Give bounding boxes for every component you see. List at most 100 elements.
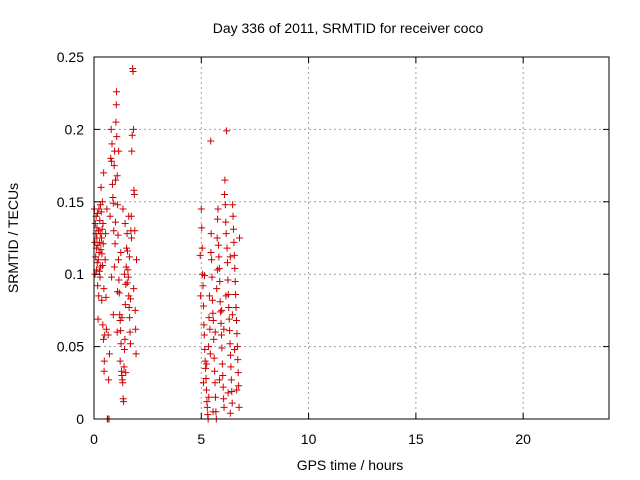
data-point xyxy=(125,253,133,261)
data-point xyxy=(103,205,111,213)
data-point xyxy=(206,350,214,358)
data-point xyxy=(111,176,119,184)
data-point xyxy=(110,227,118,235)
data-point xyxy=(112,118,120,126)
data-point xyxy=(94,282,102,290)
data-point xyxy=(132,256,140,264)
y-tick-label: 0.25 xyxy=(57,49,84,65)
data-point xyxy=(126,295,134,303)
data-point xyxy=(113,328,121,336)
data-point xyxy=(98,250,106,258)
data-point xyxy=(223,127,231,135)
data-point xyxy=(115,276,123,284)
data-point xyxy=(114,256,122,264)
data-point xyxy=(107,154,115,162)
data-point xyxy=(128,234,136,242)
data-point xyxy=(109,199,117,207)
data-point xyxy=(208,273,216,281)
data-point xyxy=(235,234,243,242)
data-point xyxy=(230,251,238,259)
data-point xyxy=(125,304,133,312)
y-tick-label: 0.1 xyxy=(65,266,85,282)
data-point xyxy=(208,256,216,264)
axis-ticks: 0 5 10 15 20 0 0.05 0.1 0.15 0.2 0.25 xyxy=(57,49,609,447)
data-point xyxy=(128,147,136,155)
data-point xyxy=(235,382,243,390)
plot-frame xyxy=(93,56,610,420)
data-point xyxy=(93,209,101,217)
data-point xyxy=(91,220,99,228)
data-point xyxy=(198,224,206,232)
data-point xyxy=(234,369,242,377)
data-point xyxy=(102,293,110,301)
data-point xyxy=(97,208,105,216)
data-point xyxy=(226,351,234,359)
data-point xyxy=(235,403,243,411)
data-point xyxy=(113,172,121,180)
data-point xyxy=(208,296,216,304)
data-point xyxy=(202,386,210,394)
data-point xyxy=(102,325,110,333)
data-point xyxy=(227,376,235,384)
data-point xyxy=(99,220,107,228)
data-point xyxy=(117,327,125,335)
data-point xyxy=(211,367,219,375)
data-point xyxy=(202,374,210,382)
data-point xyxy=(98,225,106,233)
data-point xyxy=(197,292,205,300)
data-point xyxy=(126,314,134,322)
data-point xyxy=(126,340,134,348)
data-point xyxy=(93,224,101,232)
data-point xyxy=(207,137,215,145)
data-point xyxy=(218,306,226,314)
data-point xyxy=(200,331,208,339)
data-point xyxy=(213,285,221,293)
data-point xyxy=(118,314,126,322)
data-point xyxy=(96,217,104,225)
data-point xyxy=(123,279,131,287)
data-point xyxy=(211,393,219,401)
data-point xyxy=(96,273,104,281)
data-point xyxy=(223,244,231,252)
data-point xyxy=(94,315,102,323)
data-point xyxy=(121,335,129,343)
data-point xyxy=(124,273,132,281)
data-point xyxy=(122,280,130,288)
data-point xyxy=(108,180,116,188)
data-point xyxy=(201,357,209,365)
data-point xyxy=(222,218,230,226)
data-point xyxy=(95,267,103,275)
data-point xyxy=(217,331,225,339)
data-point xyxy=(213,266,221,274)
data-point xyxy=(228,311,236,319)
data-point xyxy=(200,321,208,329)
data-point xyxy=(98,234,106,242)
x-tick-label: 5 xyxy=(197,431,205,447)
data-point xyxy=(214,241,222,249)
grid-lines xyxy=(94,57,609,419)
data-point xyxy=(226,253,234,261)
data-point xyxy=(121,301,129,309)
data-point xyxy=(113,133,121,141)
data-point xyxy=(131,306,139,314)
data-point xyxy=(205,343,213,351)
data-point xyxy=(120,398,128,406)
data-point xyxy=(229,225,237,233)
data-point xyxy=(231,345,239,353)
data-point xyxy=(114,288,122,296)
data-point xyxy=(226,409,234,417)
data-point xyxy=(199,282,207,290)
data-point xyxy=(100,367,108,375)
data-point xyxy=(123,247,131,255)
data-point xyxy=(225,315,233,323)
data-point xyxy=(124,266,132,274)
data-point xyxy=(196,251,204,259)
data-point xyxy=(100,357,108,365)
data-point xyxy=(223,259,231,267)
data-point xyxy=(129,125,137,133)
data-point xyxy=(108,140,116,148)
data-point xyxy=(108,273,116,281)
data-point xyxy=(123,230,131,238)
data-point xyxy=(128,131,136,139)
data-point xyxy=(229,201,237,209)
